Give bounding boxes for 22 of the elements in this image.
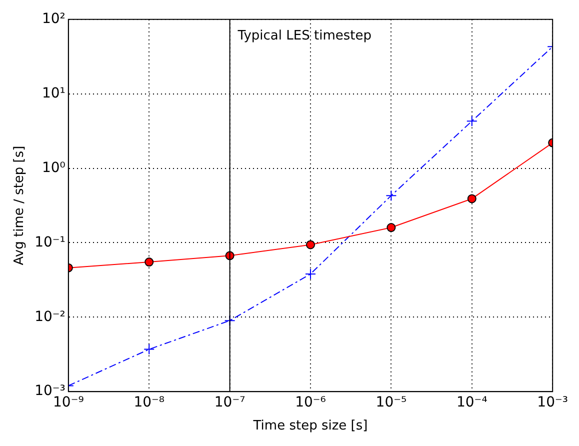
point (144, 258, 154, 267)
point (386, 223, 396, 232)
x-tick-label: 10⁻⁵ (376, 394, 407, 411)
ref-line-label: Typical LES timestep (236, 28, 372, 44)
x-tick-label: 10⁻³ (537, 394, 568, 411)
y-tick-label: 10² (42, 11, 66, 28)
point (386, 190, 397, 202)
x-axis-title: Time step size [s] (252, 418, 368, 434)
x-tick-label: 10⁻⁸ (134, 394, 165, 411)
y-tick-label: 10⁻¹ (34, 234, 66, 250)
point (305, 268, 316, 280)
y-tick-label: 10⁰ (42, 160, 66, 176)
x-tick-label: 10⁻⁴ (456, 394, 488, 411)
point (466, 116, 478, 127)
y-tick-label: 10⁻² (34, 308, 66, 325)
point (144, 344, 155, 355)
point (306, 240, 316, 250)
x-tick-label: 10⁻⁷ (214, 394, 246, 411)
y-tick-label: 10¹ (42, 85, 66, 102)
point (467, 194, 476, 204)
y-axis-title: Avg time / step [s] (12, 146, 28, 266)
x-tick-label: 10⁻⁶ (295, 394, 326, 411)
